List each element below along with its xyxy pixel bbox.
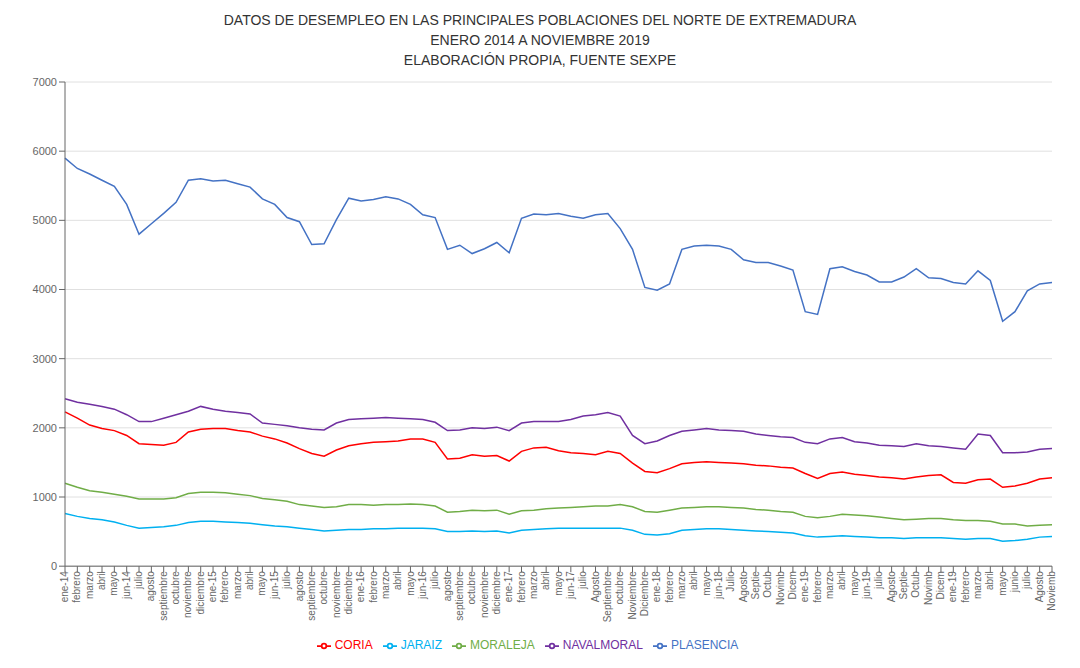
svg-text:abril: abril xyxy=(244,571,255,590)
html-text:DATOS DE DESEMPLEO EN LAS PRIN: DATOS DE DESEMPLEO EN LAS PRINCIPALES PO… xyxy=(223,12,857,28)
svg-text:Agosto: Agosto xyxy=(738,571,749,603)
svg-text:Noviembre: Noviembre xyxy=(627,571,638,620)
svg-text:Octub: Octub xyxy=(910,571,921,598)
svg-text:jun-17: jun-17 xyxy=(565,571,576,600)
svg-text:abril: abril xyxy=(540,571,551,590)
svg-text:agosto: agosto xyxy=(145,571,156,601)
svg-text:abril: abril xyxy=(836,571,847,590)
svg-text:julio: julio xyxy=(281,571,292,590)
svg-text:3000: 3000 xyxy=(33,353,57,365)
svg-text:julio: julio xyxy=(873,571,884,590)
svg-text:agosto: agosto xyxy=(442,571,453,601)
svg-text:febrero: febrero xyxy=(960,571,971,603)
html-text:ELABORACIÓN PROPIA, FUENTE SEX: ELABORACIÓN PROPIA, FUENTE SEXPE xyxy=(403,52,677,68)
svg-text:ene-15: ene-15 xyxy=(207,571,218,603)
svg-text:jun-18: jun-18 xyxy=(713,571,724,600)
svg-text:2000: 2000 xyxy=(33,422,57,434)
svg-text:septiembre: septiembre xyxy=(454,571,465,621)
svg-text:febrero: febrero xyxy=(812,571,823,603)
svg-text:octubre: octubre xyxy=(466,571,477,605)
svg-text:julio: julio xyxy=(1021,571,1032,590)
svg-text:diciembre: diciembre xyxy=(195,571,206,615)
svg-text:marzo: marzo xyxy=(824,571,835,599)
html-text:PLASENCIA: PLASENCIA xyxy=(671,638,739,653)
svg-text:mayo: mayo xyxy=(405,571,416,596)
svg-text:febrero: febrero xyxy=(368,571,379,603)
svg-text:ene-16: ene-16 xyxy=(355,571,366,603)
svg-text:Septie: Septie xyxy=(750,571,761,600)
svg-text:septiembre: septiembre xyxy=(306,571,317,621)
svg-text:Agosto: Agosto xyxy=(886,571,897,603)
svg-text:0: 0 xyxy=(51,560,57,572)
html-text:NAVALMORAL: NAVALMORAL xyxy=(562,638,643,653)
svg-text:Novimb: Novimb xyxy=(923,571,934,605)
svg-text:mayo: mayo xyxy=(997,571,1008,596)
svg-text:agosto: agosto xyxy=(294,571,305,601)
svg-text:marzo: marzo xyxy=(972,571,983,599)
svg-text:Diciembre: Diciembre xyxy=(639,571,650,616)
svg-text:4000: 4000 xyxy=(33,283,57,295)
svg-text:Agosto: Agosto xyxy=(1034,571,1045,603)
svg-text:febrero: febrero xyxy=(516,571,527,603)
svg-text:Noviemb: Noviemb xyxy=(1046,571,1057,611)
svg-text:abril: abril xyxy=(392,571,403,590)
svg-text:jun-14: jun-14 xyxy=(121,571,132,600)
svg-text:6000: 6000 xyxy=(33,145,57,157)
svg-text:junio: junio xyxy=(1009,571,1020,594)
svg-text:jun-16: jun-16 xyxy=(417,571,428,600)
svg-text:mayo: mayo xyxy=(849,571,860,596)
svg-text:noviembre: noviembre xyxy=(182,571,193,618)
svg-text:octubre: octubre xyxy=(170,571,181,605)
html-text:ENERO 2014 A NOVIEMBRE 2019: ENERO 2014 A NOVIEMBRE 2019 xyxy=(430,32,650,48)
html-text:MORALEJA: MORALEJA xyxy=(470,638,535,653)
svg-text:febrero: febrero xyxy=(664,571,675,603)
html-text:JARAIZ: JARAIZ xyxy=(400,638,442,653)
svg-text:ene-14: ene-14 xyxy=(59,571,70,603)
svg-text:marzo: marzo xyxy=(380,571,391,599)
svg-text:febrero: febrero xyxy=(219,571,230,603)
html-text:CORIA: CORIA xyxy=(334,638,373,653)
svg-text:abril: abril xyxy=(688,571,699,590)
svg-text:Dicem: Dicem xyxy=(935,571,946,599)
svg-text:jun-15: jun-15 xyxy=(269,571,280,600)
svg-text:julio: julio xyxy=(429,571,440,590)
svg-text:abril: abril xyxy=(984,571,995,590)
svg-text:marzo: marzo xyxy=(84,571,95,599)
svg-text:mayo: mayo xyxy=(701,571,712,596)
svg-text:julio: julio xyxy=(133,571,144,590)
svg-text:Dicem: Dicem xyxy=(787,571,798,599)
svg-text:mayo: mayo xyxy=(108,571,119,596)
svg-text:mayo: mayo xyxy=(257,571,268,596)
svg-text:septiembre: septiembre xyxy=(158,571,169,621)
svg-text:Septie: Septie xyxy=(898,571,909,600)
svg-text:Octub: Octub xyxy=(762,571,773,598)
svg-text:marzo: marzo xyxy=(528,571,539,599)
svg-text:diciembre: diciembre xyxy=(343,571,354,615)
svg-text:1000: 1000 xyxy=(33,491,57,503)
svg-text:Septiembre: Septiembre xyxy=(602,571,613,623)
svg-text:octubre: octubre xyxy=(318,571,329,605)
svg-text:5000: 5000 xyxy=(33,214,57,226)
svg-text:ene-19: ene-19 xyxy=(947,571,958,603)
svg-text:febrero: febrero xyxy=(71,571,82,603)
svg-text:jun-19: jun-19 xyxy=(861,571,872,600)
svg-text:marzo: marzo xyxy=(676,571,687,599)
svg-text:abril: abril xyxy=(96,571,107,590)
svg-text:mayo: mayo xyxy=(553,571,564,596)
svg-text:ene-19: ene-19 xyxy=(799,571,810,603)
svg-text:noviembre: noviembre xyxy=(331,571,342,618)
svg-text:Agosto: Agosto xyxy=(590,571,601,603)
svg-text:7000: 7000 xyxy=(33,76,57,88)
svg-text:Julio: Julio xyxy=(725,571,736,592)
svg-text:ene-18: ene-18 xyxy=(651,571,662,603)
svg-text:diciembre: diciembre xyxy=(491,571,502,615)
svg-text:octubre: octubre xyxy=(614,571,625,605)
svg-text:Novimb: Novimb xyxy=(775,571,786,605)
svg-text:noviembre: noviembre xyxy=(479,571,490,618)
svg-text:ene-17: ene-17 xyxy=(503,571,514,603)
svg-text:julio: julio xyxy=(577,571,588,590)
svg-text:marzo: marzo xyxy=(232,571,243,599)
